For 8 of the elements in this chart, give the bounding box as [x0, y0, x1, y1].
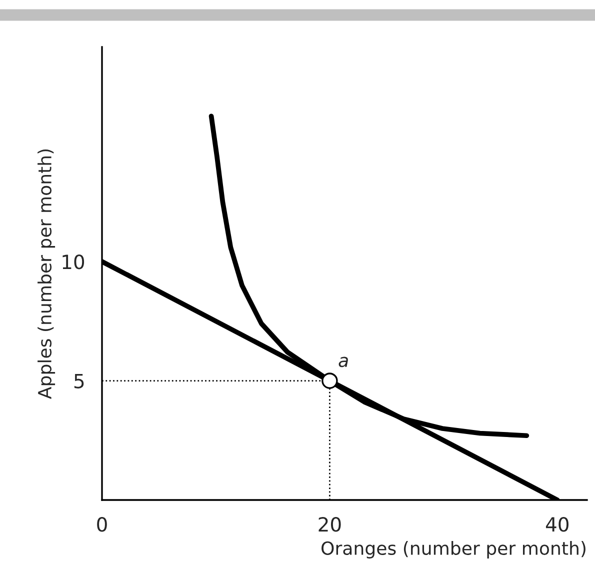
x-tick-label: 0 — [97, 517, 107, 532]
x-tick-label: 40 — [546, 517, 568, 532]
annotation: a — [338, 356, 348, 368]
x-axis-title: Oranges (number per month) — [322, 541, 586, 559]
y-tick-label: 10 — [62, 254, 84, 270]
y-tick-label: 5 — [74, 374, 84, 388]
y-axis-title: Apples (number per month) — [38, 149, 56, 399]
x-tick-label: 20 — [318, 517, 341, 532]
